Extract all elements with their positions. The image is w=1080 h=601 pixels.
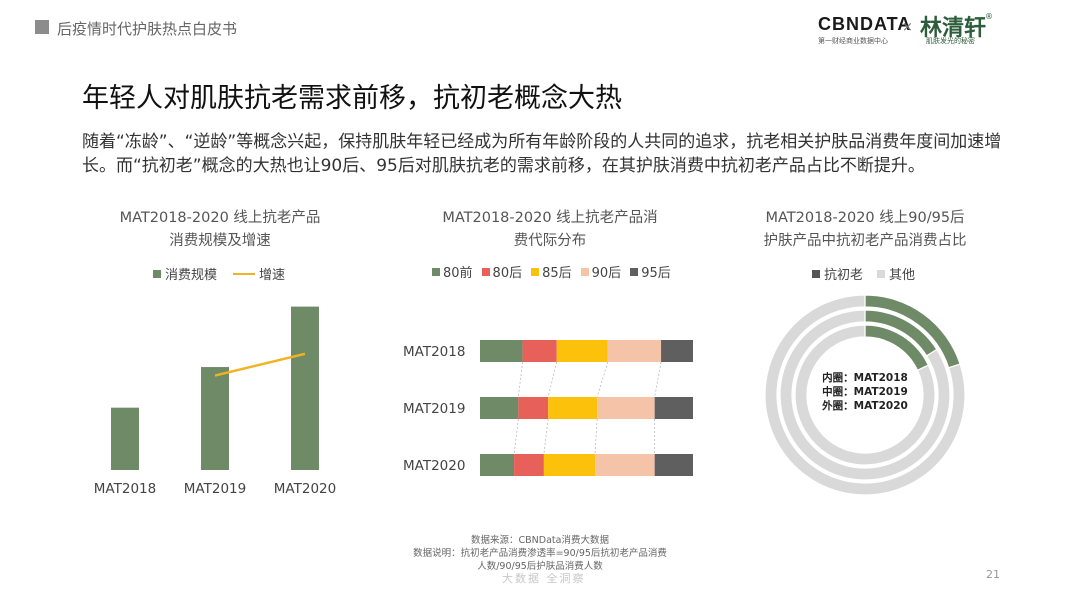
chart2-seg-MAT2019-85后 — [548, 397, 598, 419]
cbndata-logo: CBNDATA — [818, 14, 912, 34]
chart2-seg-MAT2020-95后 — [654, 454, 693, 476]
chart1-bar-MAT2019 — [201, 367, 229, 470]
chart2-seg-MAT2020-90后 — [595, 454, 655, 476]
chart3-center-label-1: 内圈：MAT2018 — [822, 371, 908, 384]
chart3-center-label-3: 外圈：MAT2020 — [821, 399, 908, 412]
chart1-title-line2: 消费规模及增速 — [169, 233, 271, 249]
chart3-legend: 抗初老 其他 — [812, 264, 915, 283]
chart2-seg-MAT2018-80后 — [522, 340, 557, 362]
chart2-title-line2: 费代际分布 — [513, 233, 587, 249]
chart2-seg-MAT2018-85后 — [556, 340, 608, 362]
logo-separator: × — [902, 20, 913, 35]
chart2-connector — [517, 361, 523, 398]
chart2-legend-label-90后: 90后 — [591, 266, 622, 281]
chart3-ring-MAT2019-其他 — [779, 309, 951, 481]
chart3-title-line2: 护肤产品中抗初老产品消费占比 — [763, 233, 967, 249]
linqingxuan-logo: 林清轩 — [920, 15, 987, 41]
chart2-legend-label-85后: 85后 — [542, 266, 572, 281]
watermark: 大数据 全洞察 — [502, 572, 586, 585]
chart2-legend-label-80后: 80后 — [492, 266, 523, 281]
slide-title: 年轻人对肌肤抗老需求前移，抗初老概念大热 — [82, 83, 622, 114]
chart3-legend-label-anti-aging: 抗初老 — [824, 268, 864, 283]
chart1-legend-bar-label: 消费规模 — [165, 268, 218, 283]
chart2-legend-label-95后: 95后 — [641, 266, 671, 281]
chart2-legend-swatch-90后 — [580, 267, 589, 276]
footer-source: 数据来源：CBNData消费大数据 数据说明：抗初老产品消费渗透率=90/95后… — [400, 534, 680, 573]
chart2-seg-MAT2020-80后 — [514, 454, 544, 476]
chart3-legend-label-other: 其他 — [889, 268, 916, 283]
chart2-ylabel-MAT2019: MAT2019 — [403, 401, 465, 417]
section-marker — [35, 20, 49, 34]
chart3-ring-MAT2018-其他 — [794, 324, 936, 466]
chart2-ylabel-MAT2020: MAT2020 — [403, 458, 465, 474]
chart1-title: MAT2018-2020 线上抗老产品 消费规模及增速 — [70, 207, 370, 253]
chart1-legend-line-label: 增速 — [259, 268, 286, 283]
chart2-seg-MAT2020-85后 — [543, 454, 596, 476]
chart2-legend-swatch-85后 — [531, 267, 540, 276]
chart1-bar-line: MAT2018 MAT2019 MAT2020 — [94, 306, 336, 497]
registered-mark: ® — [985, 12, 993, 21]
chart2-legend-swatch-95后 — [630, 267, 639, 276]
chart2-seg-MAT2019-95后 — [654, 397, 693, 419]
chart1-xtick-MAT2020: MAT2020 — [274, 481, 336, 497]
note-line1: 数据说明：抗初老产品消费渗透率=90/95后抗初老产品消费 — [413, 548, 667, 559]
chart3-title-line1: MAT2018-2020 线上90/95后 — [765, 210, 965, 226]
chart2-seg-MAT2019-90后 — [597, 397, 655, 419]
note-line2: 人数/90/95后护肤品消费人数 — [477, 561, 603, 572]
cbndata-logo-subtitle: 第一财经商业数据中心 — [818, 37, 888, 45]
chart2-seg-MAT2018-80前 — [480, 340, 523, 362]
chart2-title-line1: MAT2018-2020 线上抗老产品消 — [442, 210, 658, 226]
chart3-legend-swatch-other — [877, 269, 886, 278]
chart2-seg-MAT2018-95后 — [661, 340, 693, 362]
chart3-title: MAT2018-2020 线上90/95后 护肤产品中抗初老产品消费占比 — [720, 207, 1010, 253]
chart1-xtick-MAT2019: MAT2019 — [184, 481, 246, 497]
chart1-xtick-MAT2018: MAT2018 — [94, 481, 156, 497]
chart2-title: MAT2018-2020 线上抗老产品消 费代际分布 — [395, 207, 705, 253]
chart2-legend-label-80前: 80前 — [443, 266, 473, 281]
chart1-bar-MAT2018 — [111, 407, 139, 470]
chart3-ring-MAT2020-其他 — [765, 295, 965, 495]
slide-paragraph: 随着“冻龄”、“逆龄”等概念兴起，保持肌肤年轻已经成为所有年龄阶段的人共同的追求… — [82, 132, 1002, 176]
chart2-legend-swatch-80后 — [481, 267, 490, 276]
chart1-growth-line — [214, 352, 306, 377]
chart1-legend: 消费规模 增速 — [153, 264, 285, 283]
chart2-seg-MAT2019-80前 — [480, 397, 519, 419]
chart2-connector — [594, 418, 598, 455]
chart2-seg-MAT2019-80后 — [518, 397, 549, 419]
chart2-legend: 80前 80后 85后 90后 95后 — [432, 262, 671, 281]
source-line: 数据来源：CBNData消费大数据 — [471, 535, 609, 546]
chart2-seg-MAT2018-90后 — [607, 340, 662, 362]
chart1-bar-MAT2020 — [291, 306, 319, 470]
linqingxuan-logo-subtitle: 肌肤发光的秘密 — [926, 37, 975, 45]
section-title: 后疫情时代护肤热点白皮书 — [57, 20, 238, 38]
chart2-seg-MAT2020-80前 — [480, 454, 515, 476]
chart2-connector — [547, 361, 558, 398]
chart1-title-line1: MAT2018-2020 线上抗老产品 — [119, 210, 321, 226]
page-number: 21 — [986, 568, 1000, 581]
chart2-legend-swatch-80前 — [432, 267, 440, 276]
chart3-legend-swatch-anti-aging — [812, 269, 820, 278]
chart2-ylabel-MAT2018: MAT2018 — [403, 344, 465, 360]
chart2-connector — [654, 361, 662, 398]
chart1-legend-bar-swatch — [153, 269, 161, 278]
chart1-legend-line-swatch — [233, 272, 256, 275]
chart2-connector — [513, 418, 519, 455]
chart3-center-label-2: 中圈：MAT2019 — [822, 385, 908, 398]
chart2-connector — [543, 418, 549, 455]
chart2-connector — [596, 361, 609, 398]
chart2-stacked-bars: MAT2018 MAT2019 MAT2020 — [403, 340, 693, 476]
